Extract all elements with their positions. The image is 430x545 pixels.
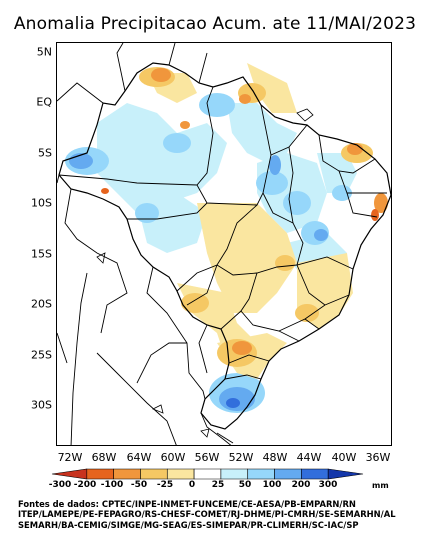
credits-line-3: SEMARH/BA-CEMIG/SIMGE/MG-SEAG/ES-SIMEPAR… (18, 519, 359, 530)
lon-label-60w: 60W (160, 451, 186, 464)
lat-label-15s: 15S (31, 247, 52, 261)
lon-label-56w: 56W (194, 451, 220, 464)
lon-label-52w: 52W (228, 451, 254, 464)
legend-swatch (51, 468, 88, 480)
lat-label-30s: 30S (31, 398, 52, 412)
legend-swatch (220, 468, 249, 480)
minor-features (96, 108, 314, 438)
neighbour-borders (57, 43, 234, 445)
map-title: Anomalia Precipitacao Acum. ate 11/MAI/2… (13, 14, 417, 34)
lon-label-44w: 44W (296, 451, 322, 464)
credits-line-2: ITEP/LAMEPE/PE-FEPAGRO/RS-CHESF-COMET/RJ… (18, 509, 396, 520)
lon-label-64w: 64W (126, 451, 152, 464)
anomaly-dark-blue (226, 398, 240, 408)
legend-swatch (274, 468, 302, 480)
legend-tick: 200 (291, 480, 311, 490)
lat-label-5s: 5S (38, 146, 52, 160)
precipitation-anomaly-map (56, 42, 392, 446)
legend-tick: -25 (156, 480, 174, 490)
legend-tick: 300 (318, 480, 338, 490)
anomaly-dark-orange (101, 188, 379, 221)
lon-label-48w: 48W (262, 451, 288, 464)
lon-label-68w: 68W (91, 451, 117, 464)
legend-swatch (327, 468, 364, 480)
lat-label-5n: 5N (36, 45, 52, 59)
colorbar-svg (51, 468, 364, 480)
legend-tick: -300 (48, 480, 72, 490)
lat-label-10s: 10S (31, 196, 52, 210)
state-borders (58, 86, 387, 380)
legend-tick: 0 (188, 480, 196, 490)
lat-label-20s: 20S (31, 297, 52, 311)
lon-label-40w: 40W (331, 451, 357, 464)
lon-label-36w: 36W (365, 451, 391, 464)
map-canvas (57, 43, 391, 445)
legend-tick: -100 (100, 480, 124, 490)
legend-swatch (86, 468, 114, 480)
legend-swatch (247, 468, 275, 480)
data-sources: Fontes de dados: CPTEC/INPE-INMET-FUNCEM… (18, 499, 430, 530)
legend-tick: 50 (238, 480, 252, 490)
lon-label-72w: 72W (57, 451, 83, 464)
legend-swatch (140, 468, 168, 480)
legend-tick: 25 (211, 480, 225, 490)
lat-label-25s: 25S (31, 348, 52, 362)
credits-line-1: Fontes de dados: CPTEC/INPE-INMET-FUNCEM… (18, 499, 356, 509)
legend-swatch (113, 468, 141, 480)
color-legend (0, 466, 430, 496)
legend-tick: -200 (73, 480, 97, 490)
legend-swatch (301, 468, 329, 480)
legend-tick: -50 (130, 480, 148, 490)
lat-label-eq: EQ (36, 95, 52, 109)
legend-unit: mm (372, 481, 389, 490)
legend-tick: 100 (262, 480, 282, 490)
legend-swatch (193, 468, 222, 480)
legend-swatch (166, 468, 195, 480)
